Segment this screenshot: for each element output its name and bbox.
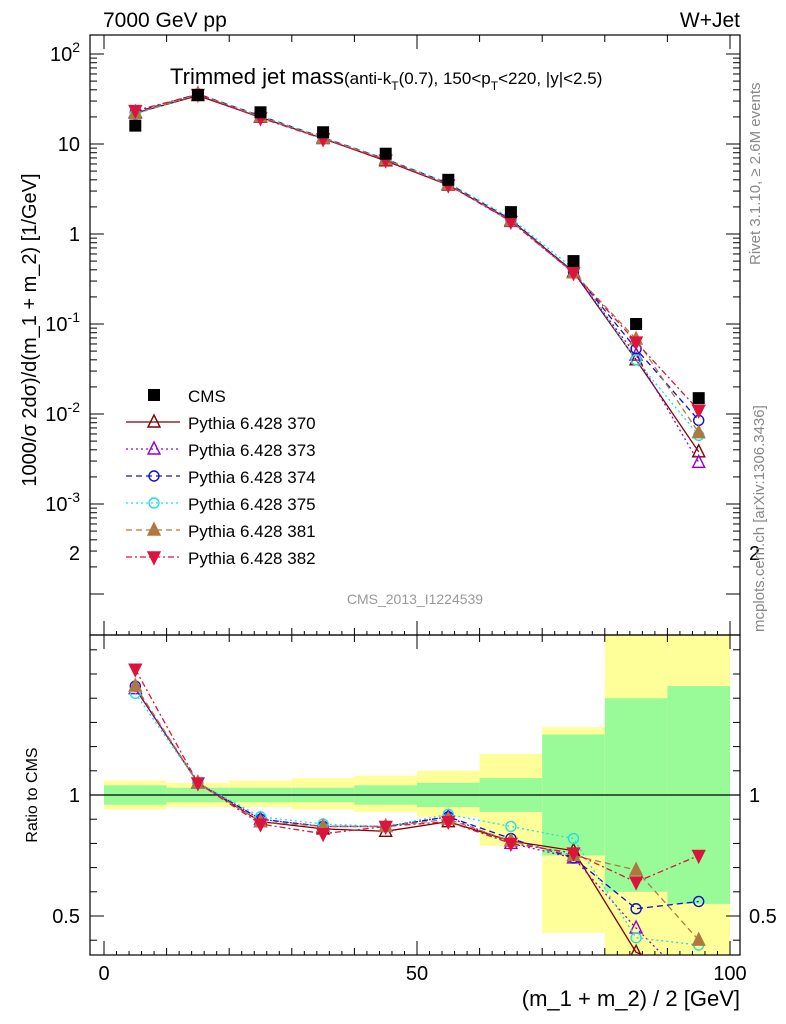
title-sub-t2: T	[491, 79, 499, 93]
title-sub-t: T	[391, 79, 399, 93]
y-axis-label-top: 1000/σ 2dσ)/d(m_1 + m_2) [1/GeV]	[19, 173, 41, 486]
legend-triangle-down-filled-marker	[146, 551, 162, 566]
triangle-down-filled-ratio-point	[691, 849, 706, 865]
legend-triangle-up-filled-marker	[146, 521, 162, 536]
title-cuts-c: <220, |y|<2.5)	[498, 69, 602, 88]
circle-open-point	[630, 354, 642, 366]
series-line-top	[135, 93, 700, 421]
triangle-up-filled-ratio-point	[628, 861, 644, 876]
triangle-up-open-point	[628, 346, 644, 361]
y-tick-label-ratio-right: 2	[749, 543, 760, 565]
triangle-down-filled-ratio-point	[441, 815, 456, 831]
y-tick-label-ratio: 2	[69, 543, 80, 565]
x-axis-label: (m_1 + m_2) / 2 [GeV]	[522, 986, 740, 1011]
plot-title: Trimmed jet mass(anti-kT(0.7), 150<pT<22…	[170, 64, 602, 93]
cms-data-point	[442, 173, 455, 186]
y-tick-label-ratio-right: 1	[749, 785, 760, 807]
y-tick-label-top: 10-2	[45, 399, 80, 426]
cms-data-point	[379, 147, 392, 160]
legend-triangle-up-open-marker	[146, 413, 162, 428]
cms-data-point	[567, 255, 580, 268]
y-tick-label-top: 10-3	[45, 489, 80, 516]
triangle-down-filled-ratio-point	[315, 828, 331, 843]
series-line-ratio	[134, 692, 699, 946]
triangle-down-filled-point	[628, 336, 644, 351]
title-main: Trimmed jet mass	[170, 64, 344, 89]
x-tick-label: 50	[406, 963, 428, 985]
triangle-down-filled-ratio-point	[128, 663, 143, 678]
legend-circle-open-marker	[148, 497, 160, 509]
triangle-down-filled-ratio-point	[378, 820, 393, 836]
rivet-label: Rivet 3.1.10, ≥ 2.6M events	[747, 83, 764, 266]
triangle-up-open-point	[691, 453, 706, 469]
triangle-up-open-ratio-point	[693, 970, 705, 982]
top-plot-frame	[89, 34, 741, 636]
legend-label-series: Pythia 6.428 374	[188, 468, 316, 487]
circle-open-ratio-point	[630, 903, 642, 915]
circle-open-ratio-point	[505, 820, 517, 833]
triangle-down-filled-ratio-point	[503, 837, 519, 852]
analysis-id: CMS_2013_I1224539	[347, 591, 483, 607]
x-tick-label: 100	[713, 963, 746, 985]
cms-data-point	[191, 89, 204, 102]
y-tick-label-top: 10	[58, 134, 80, 156]
top-series-layer	[128, 85, 706, 469]
cms-data-point	[630, 318, 643, 330]
triangle-down-filled-ratio-point	[253, 818, 268, 833]
triangle-up-filled-point	[691, 424, 706, 439]
title-cuts-a: (anti-k	[344, 69, 392, 88]
triangle-down-filled-point	[566, 267, 581, 282]
x-tick-label: 0	[98, 963, 109, 985]
legend-cms-marker	[148, 389, 160, 401]
series-line-ratio	[134, 685, 699, 910]
series-line-top	[135, 93, 700, 436]
y-tick-label-top: 102	[50, 39, 80, 66]
ratio-uncertainty-bands	[90, 635, 740, 955]
axis-ticks	[90, 35, 740, 955]
legend-label-cms: CMS	[188, 387, 226, 406]
legend-label-series: Pythia 6.428 375	[188, 495, 316, 514]
title-cuts-b: (0.7), 150<p	[399, 69, 491, 88]
series-line-top	[135, 93, 700, 434]
legend-triangle-up-open-marker	[146, 440, 162, 455]
legend-circle-open-marker	[148, 470, 160, 482]
triangle-down-filled-ratio-point	[566, 847, 581, 862]
circle-open-ratio-point	[567, 832, 580, 845]
y-axis-label-ratio: Ratio to CMS	[24, 747, 41, 842]
triangle-up-open-ratio-point	[630, 943, 642, 955]
mcplots-label: mcplots.cern.ch [arXiv:1306.3436]	[751, 405, 768, 632]
cms-data-point	[317, 126, 330, 139]
triangle-up-filled-ratio-point	[128, 677, 143, 692]
y-tick-label-ratio-right: 0.5	[749, 906, 777, 928]
triangle-up-filled-ratio-point	[691, 931, 706, 946]
triangle-down-filled-point	[691, 404, 706, 419]
cms-data-point	[504, 206, 517, 219]
triangle-down-filled-point	[128, 104, 143, 120]
triangle-down-filled-ratio-point	[190, 777, 206, 792]
header-energy: 7000 GeV pp	[103, 9, 227, 32]
legend-label-series: Pythia 6.428 381	[188, 522, 316, 541]
cms-data-point	[129, 119, 142, 132]
circle-open-ratio-point	[630, 932, 642, 944]
y-tick-label-ratio: 1	[69, 785, 80, 807]
series-line-top	[135, 93, 700, 463]
cms-data-point	[254, 106, 267, 119]
y-tick-label-ratio: 0.5	[52, 906, 80, 928]
header-process: W+Jet	[680, 9, 740, 32]
cms-data-point	[692, 392, 705, 405]
legend-label-series: Pythia 6.428 382	[188, 549, 316, 568]
series-line-top	[135, 93, 700, 411]
ratio-series-layer	[128, 663, 706, 982]
legend-label-series: Pythia 6.428 373	[188, 441, 316, 460]
y-tick-label-top: 1	[69, 224, 80, 246]
triangle-down-filled-ratio-point	[628, 876, 644, 891]
legend: CMS Pythia 6.428 370 Pythia 6.428 373 Pythi…	[126, 387, 316, 568]
circle-open-ratio-point	[693, 895, 705, 908]
series-line-ratio	[134, 685, 700, 941]
legend-label-series: Pythia 6.428 370	[188, 414, 316, 433]
y-tick-label-top: 10-1	[45, 309, 80, 336]
